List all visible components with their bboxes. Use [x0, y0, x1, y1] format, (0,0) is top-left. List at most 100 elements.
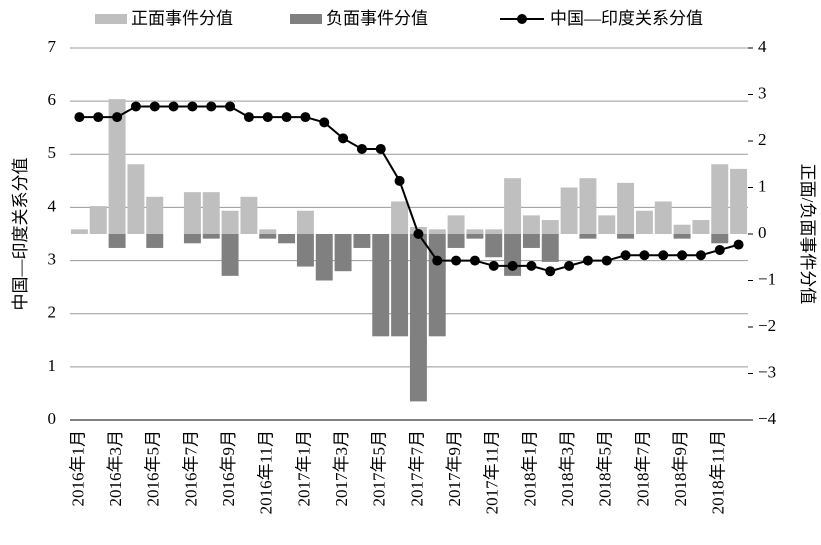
x-tick-label: 2018年1月 [520, 430, 539, 507]
bar [504, 178, 522, 234]
line-marker [168, 101, 179, 112]
line-marker [93, 112, 104, 123]
bar [372, 234, 390, 337]
line-marker [601, 255, 612, 266]
line-marker [149, 101, 160, 112]
y-tick-label: 0 [48, 409, 57, 428]
line-marker [695, 250, 706, 261]
line-marker [243, 112, 254, 123]
bar [447, 215, 465, 234]
line-marker [488, 260, 499, 271]
x-tick-label: 2016年11月 [257, 430, 276, 514]
line-marker [281, 112, 292, 123]
legend-label: 负面事件分值 [326, 9, 428, 28]
y2-tick-label: −3 [758, 362, 776, 381]
bar [485, 234, 503, 258]
line-marker [469, 255, 480, 266]
bar [221, 210, 239, 234]
line-marker [413, 229, 424, 239]
bar [541, 234, 559, 262]
x-tick-label: 2016年1月 [68, 430, 87, 507]
x-tick-label: 2018年7月 [633, 430, 652, 507]
line-marker [375, 143, 386, 154]
y2-axis-label: 正面/负面事件分值 [798, 164, 817, 305]
line-marker [733, 239, 744, 250]
line-marker [356, 143, 367, 154]
line-marker [300, 112, 311, 123]
legend-swatch [290, 14, 322, 24]
bar [202, 192, 220, 234]
line-marker [677, 250, 688, 261]
x-tick-label: 2018年9月 [671, 430, 690, 507]
y2-tick-label: 4 [758, 37, 767, 56]
y-tick-label: 4 [48, 196, 57, 215]
bar [108, 99, 126, 235]
line-marker [639, 250, 650, 261]
y2-tick-label: −2 [758, 316, 776, 335]
y-tick-label: 2 [48, 303, 57, 322]
y2-tick-label: −4 [758, 409, 777, 428]
bar [447, 234, 465, 248]
legend-swatch [95, 14, 127, 24]
x-tick-label: 2016年3月 [106, 430, 125, 507]
bar [673, 224, 691, 234]
line-marker [564, 260, 575, 271]
x-tick-label: 2016年5月 [144, 430, 163, 507]
bar [730, 168, 748, 234]
x-tick-label: 2016年7月 [181, 430, 200, 507]
line-marker [620, 250, 631, 261]
x-tick-label: 2018年5月 [596, 430, 615, 507]
line-marker [545, 266, 556, 277]
x-tick-label: 2017年3月 [332, 430, 351, 507]
bar [259, 234, 277, 239]
bar [711, 234, 729, 244]
x-tick-label: 2017年9月 [445, 430, 464, 507]
bar [711, 164, 729, 234]
line-marker [74, 112, 85, 123]
line-marker [526, 260, 537, 271]
y-tick-label: 6 [48, 90, 57, 109]
bar [391, 234, 409, 337]
y2-tick-label: 3 [758, 83, 767, 102]
y2-tick-label: 1 [758, 176, 767, 195]
y-tick-label: 1 [48, 356, 57, 375]
legend-marker [517, 14, 527, 24]
bar [278, 234, 296, 244]
bar [579, 178, 597, 234]
legend-label: 中国—印度关系分值 [550, 9, 703, 28]
bar [183, 192, 201, 234]
bar [315, 234, 333, 281]
x-tick-label: 2017年1月 [294, 430, 313, 507]
bar [466, 229, 484, 234]
y2-tick-label: 0 [758, 223, 767, 242]
bar [428, 229, 446, 234]
line-marker [582, 255, 593, 266]
bar [692, 220, 710, 234]
x-tick-label: 2017年7月 [407, 430, 426, 507]
bar [296, 234, 314, 267]
legend-label: 正面事件分值 [131, 9, 233, 28]
line-marker [432, 255, 443, 266]
bar [89, 206, 107, 234]
bar [334, 234, 352, 272]
bar [353, 234, 371, 248]
line-marker [262, 112, 273, 123]
bar [146, 196, 164, 234]
line-marker [338, 133, 349, 144]
x-tick-label: 2017年5月 [370, 430, 389, 507]
y2-tick-label: −1 [758, 269, 776, 288]
bar [635, 210, 653, 234]
line-marker [714, 244, 725, 255]
bar [466, 234, 484, 239]
line-marker [225, 101, 236, 112]
line-marker [130, 101, 141, 112]
line-marker [187, 101, 198, 112]
line-marker [319, 117, 330, 128]
bar [654, 201, 672, 234]
line-marker [507, 260, 518, 271]
bar [259, 229, 277, 234]
bar [485, 229, 503, 234]
bar [146, 234, 164, 248]
y2-tick-label: 2 [758, 130, 767, 149]
bar [240, 196, 258, 234]
